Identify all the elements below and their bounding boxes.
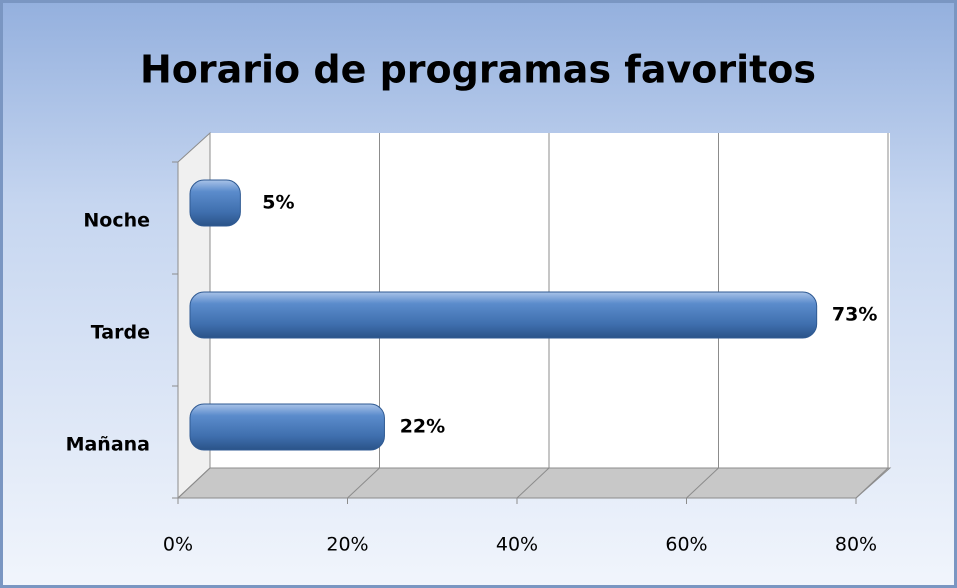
floor-grid-line [347,467,380,499]
value-label: 22% [400,416,445,438]
x-tick-label: 80% [835,534,877,556]
bar [189,403,385,451]
value-label: 73% [832,304,877,326]
chart-title: Horario de programas favoritos [140,48,816,92]
x-tick-label: 20% [326,534,368,556]
y-tick-label: Noche [83,210,150,232]
floor-grid-line [855,467,889,499]
x-tick-label: 0% [163,534,193,556]
floor-grid-line [177,467,211,499]
y-tick-label: Mañana [66,434,150,456]
value-label: 5% [262,192,294,214]
x-tick-label: 40% [496,534,538,556]
bar [189,291,818,339]
x-tick-label: 60% [665,534,707,556]
floor-grid-line [686,467,719,499]
floor [176,467,892,499]
floor-grid-line [516,467,550,499]
bar [189,179,241,227]
y-tick-label: Tarde [91,322,150,344]
